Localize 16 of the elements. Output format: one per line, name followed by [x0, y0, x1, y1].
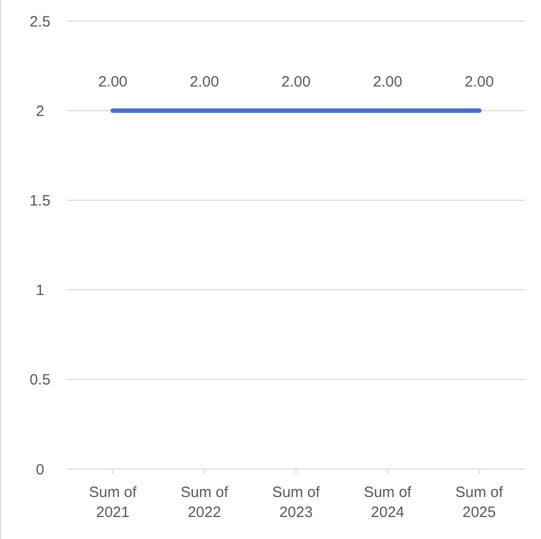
y-tick-label: 1 [36, 282, 44, 300]
data-label: 2.00 [464, 74, 494, 91]
x-tick-label: Sum of 2021 [89, 484, 138, 521]
x-tick-label: Sum of 2024 [364, 484, 412, 521]
x-tick-label: Sum of 2022 [180, 484, 229, 521]
y-tick-label: 0.5 [30, 372, 50, 389]
y-tick-label: 2.5 [30, 13, 50, 30]
data-label: 2.00 [281, 74, 311, 91]
x-tick-label: Sum of 2025 [455, 484, 504, 521]
y-tick-label: 1.5 [30, 192, 50, 210]
x-tick-label: Sum of 2023 [272, 484, 321, 521]
y-tick-label: 0 [36, 461, 44, 478]
data-label: 2.00 [98, 74, 128, 91]
y-tick-label: 2 [36, 102, 44, 120]
data-label: 2.00 [373, 74, 402, 91]
data-label: 2.00 [190, 74, 219, 91]
